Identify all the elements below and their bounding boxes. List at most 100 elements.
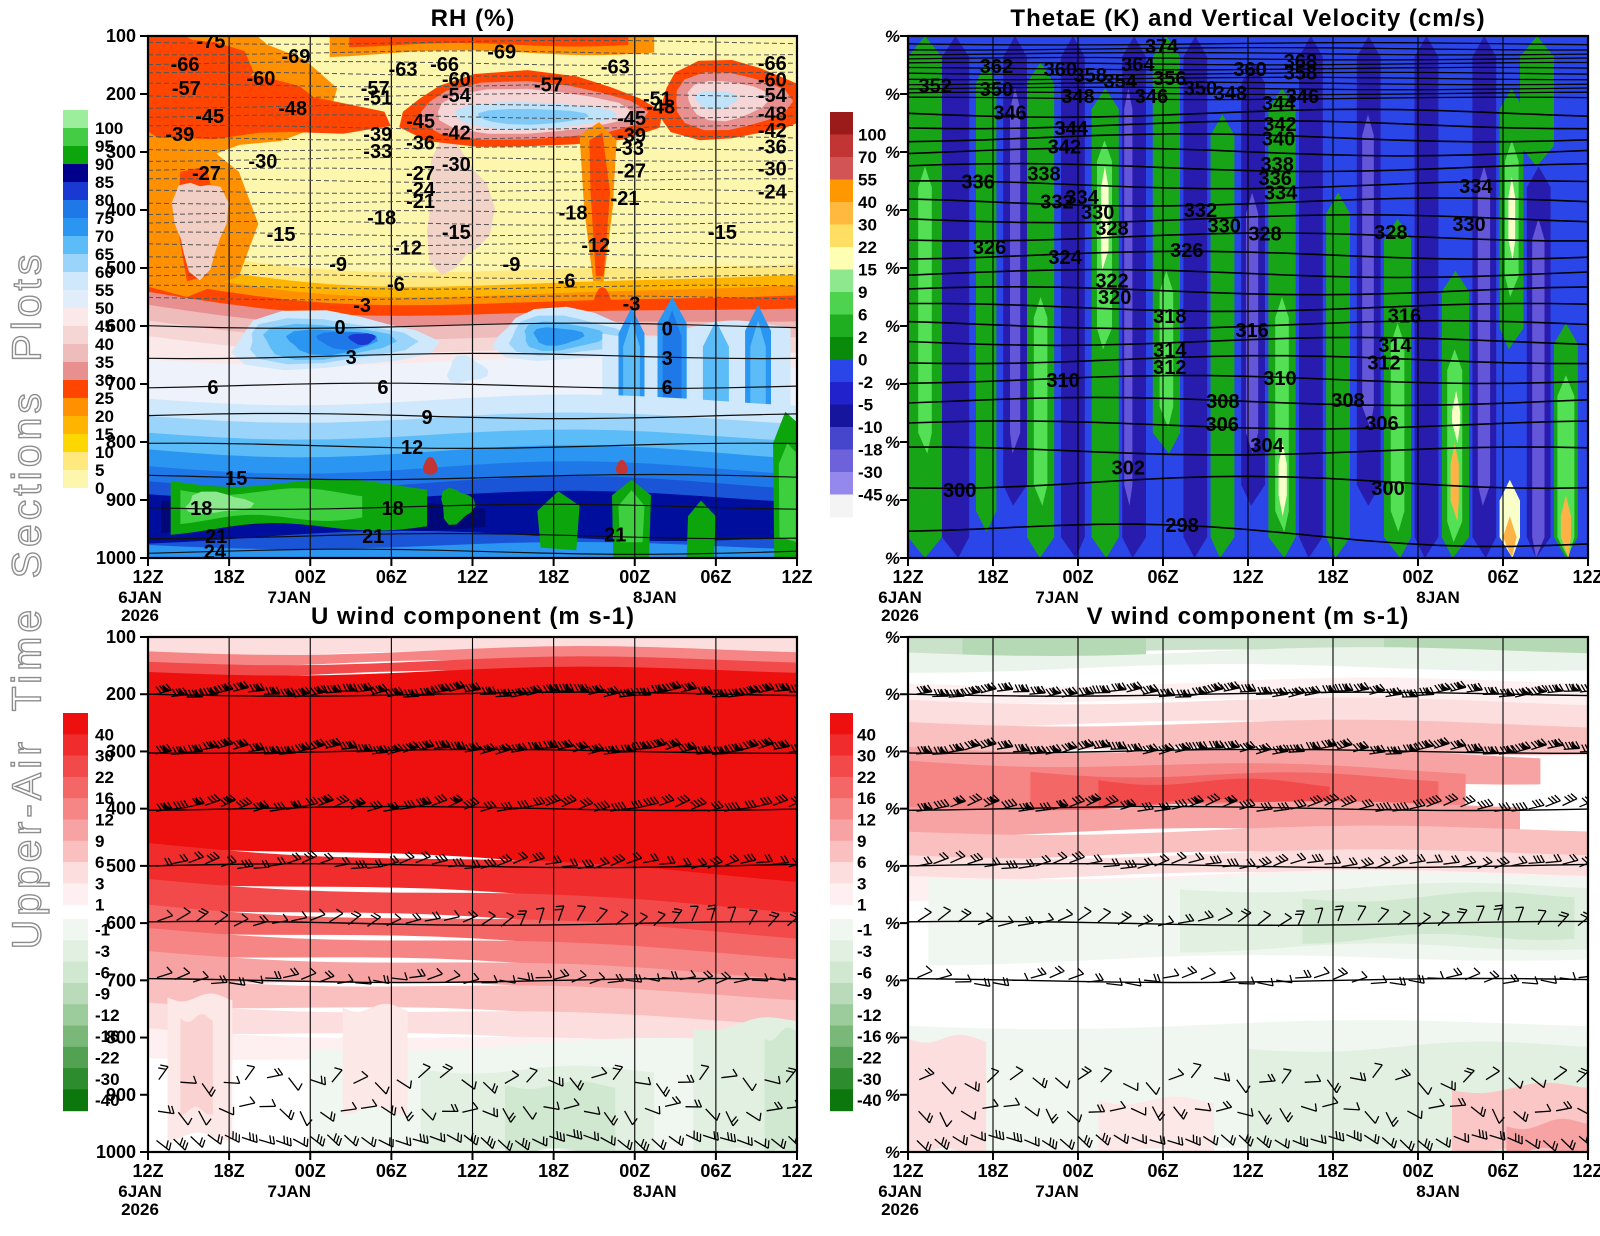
contour-label: 300 (943, 480, 976, 502)
contour-label: 308 (1331, 390, 1364, 412)
colorbar-label: -45 (858, 486, 883, 505)
contour-label: 346 (1286, 86, 1319, 108)
shading-region (1532, 218, 1545, 558)
colorbar-label: 12 (95, 811, 114, 830)
y-tick-label: 800 (106, 432, 136, 452)
shading-region (942, 36, 970, 558)
contour-label: 6 (662, 377, 673, 399)
shading-region (618, 490, 645, 543)
y-tick-label: 700 (106, 970, 136, 990)
colorbar-label: -16 (95, 1027, 120, 1046)
wind-barbs-row (157, 904, 797, 927)
contour-line (908, 197, 1588, 207)
colorbar-segment (830, 494, 853, 518)
colorbar-label: 35 (95, 353, 114, 372)
contour-label: 328 (1374, 222, 1407, 244)
colorbar-segment (830, 359, 853, 383)
y-tick-label: 400 (106, 799, 136, 819)
contour-line (908, 51, 1588, 56)
shading-region (1101, 166, 1109, 271)
colorbar-segment (63, 254, 88, 273)
contour-label: -48 (758, 103, 787, 125)
wind-barbs-row (916, 850, 1588, 870)
wind-barbs (916, 737, 1588, 755)
contour-label: -66 (758, 53, 787, 75)
y-tick-label: % (885, 85, 900, 104)
y-tick-label: % (885, 491, 900, 510)
dashed-contour (148, 199, 797, 205)
shading-blob (148, 36, 254, 127)
wind-barbs (916, 850, 1588, 870)
contour-label: 312 (1367, 352, 1400, 374)
dashed-contour (148, 114, 797, 120)
colorbar-segment (63, 218, 88, 237)
y-tick-label: % (885, 433, 900, 452)
contour-label: -48 (278, 98, 307, 120)
panel-title-thetae: ThetaE (K) and Vertical Velocity (cm/s) (1010, 5, 1486, 32)
x-tick-label: 12Z (781, 1161, 812, 1181)
barb-level-line (908, 691, 1588, 697)
colorbar-label: 20 (95, 407, 114, 426)
contour-label: -39 (617, 125, 646, 147)
dashed-contour (148, 188, 797, 194)
colorbar-label: 6 (858, 306, 867, 325)
contour-line (908, 147, 1588, 157)
colorbar-label: 22 (858, 238, 877, 257)
contour-label: 346 (1135, 86, 1168, 108)
y-tick-label: 200 (106, 684, 136, 704)
contour-label: 352 (919, 76, 952, 98)
colorbar-label: 40 (857, 725, 876, 744)
contour-label: 6 (377, 377, 388, 399)
contour-label: -60 (758, 69, 787, 91)
contour-label: -21 (406, 191, 435, 213)
x-tick-label: 00Z (295, 567, 326, 587)
x-tick-label: 06Z (1147, 1161, 1178, 1181)
x-tick-label: 12Z (1232, 1161, 1263, 1181)
contour-label: -57 (361, 78, 390, 100)
colorbar-label: 95 (95, 137, 114, 156)
contour-label: 346 (993, 103, 1026, 125)
colorbar-segment (63, 819, 88, 842)
x-year-label: 2026 (881, 606, 919, 625)
dashed-contour (148, 82, 797, 88)
solid-contour (148, 442, 797, 450)
contour-label: 21 (604, 525, 626, 547)
colorbar-label: -9 (95, 985, 110, 1004)
x-date-label: 6JAN (878, 1182, 921, 1201)
dashed-contour (148, 220, 797, 226)
x-date-label: 8JAN (633, 588, 676, 607)
contour-label: 340 (1262, 128, 1295, 150)
colorbar-segment (830, 449, 853, 473)
colorbar-label: 70 (858, 148, 877, 167)
colorbar-label: -9 (857, 985, 872, 1004)
contour-label: 3 (346, 347, 357, 369)
colorbar-segment (830, 179, 853, 203)
shading-region (1299, 36, 1323, 558)
colorbar-label: 16 (857, 789, 876, 808)
contour-label: 350 (980, 79, 1013, 101)
colorbar-label: 9 (95, 832, 104, 851)
wind-barbs (156, 966, 797, 986)
colorbar-label: 30 (858, 216, 877, 235)
contour-line (908, 523, 1588, 548)
colorbar-segment (63, 416, 88, 435)
x-date-label: 8JAN (1416, 588, 1459, 607)
colorbar-segment (63, 290, 88, 309)
x-tick-label: 00Z (619, 567, 650, 587)
shading-blob (423, 456, 438, 475)
contour-label: -45 (617, 108, 646, 130)
contour-line (908, 108, 1588, 119)
wind-barbs-row (155, 737, 797, 755)
wind-barbs (157, 904, 797, 927)
y-tick-label: 600 (106, 913, 136, 933)
contour-label: 328 (1095, 218, 1128, 240)
y-tick-label: % (885, 742, 900, 761)
contour-line (908, 374, 1588, 385)
contour-label: -21 (611, 188, 640, 210)
y-tick-label: 300 (106, 741, 136, 761)
colorbar-label: 40 (858, 193, 877, 212)
contour-line (908, 61, 1588, 66)
shading-region (1210, 114, 1235, 558)
contour-label: 356 (1153, 68, 1186, 90)
